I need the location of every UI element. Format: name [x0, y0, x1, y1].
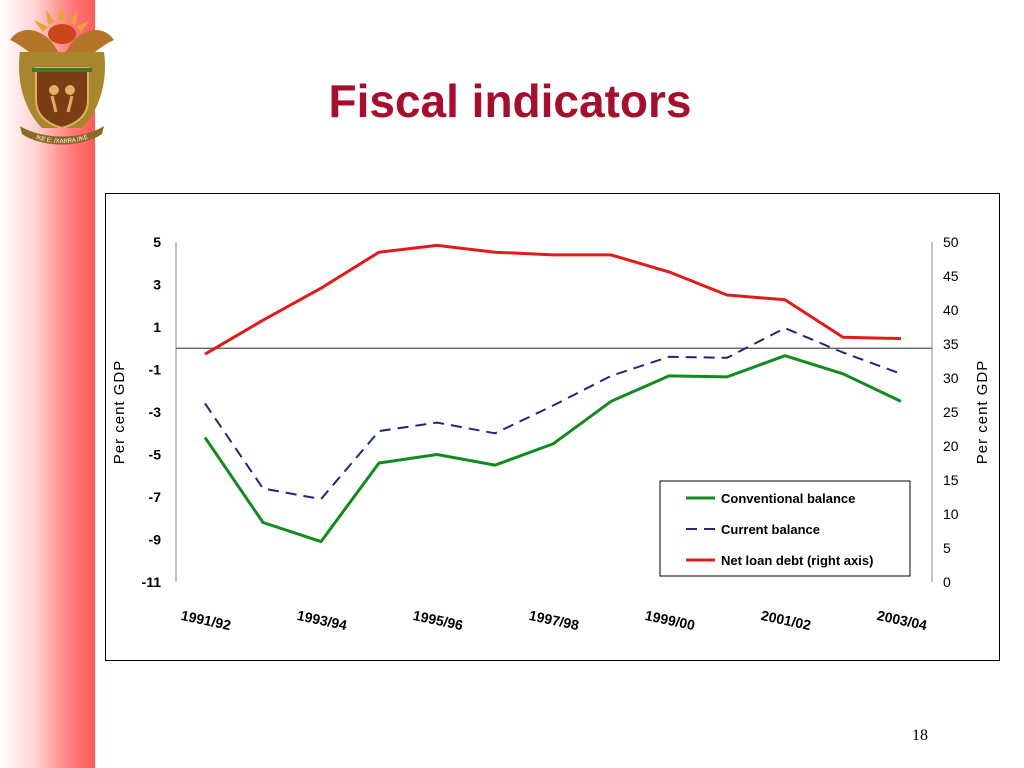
page-number: 18	[912, 727, 928, 744]
right-tick-label: 40	[943, 302, 959, 318]
right-tick-label: 0	[943, 574, 951, 590]
shield-icon	[35, 67, 89, 130]
sun-rays	[34, 6, 90, 32]
x-tick-label: 2001/02	[760, 607, 813, 633]
x-tick-label: 1991/92	[180, 607, 233, 633]
left-tick-label: -3	[149, 404, 162, 420]
right-tick-label: 15	[943, 472, 959, 488]
chart-frame: Per cent GDP Per cent GDP 5 3 1 -1 -3 -5 -7 -9 -…	[105, 193, 1000, 661]
series-line-conventional	[203, 354, 902, 544]
legend-label-conventional: Conventional balance	[721, 491, 855, 506]
left-tick-label: 5	[153, 234, 161, 250]
crest-motto: !KE E: /XARRA //KE	[35, 135, 89, 145]
right-tick-label: 30	[943, 370, 959, 386]
left-axis-label: Per cent GDP	[111, 360, 128, 465]
right-axis-label: Per cent GDP	[974, 360, 991, 465]
left-tick-label: -9	[149, 532, 162, 548]
series-line-debt	[204, 243, 902, 356]
left-tick-labels: 5 3 1 -1 -3 -5 -7 -9 -11	[142, 234, 162, 590]
left-tick-label: 1	[153, 319, 161, 335]
x-tick-labels: 1991/92 1993/94 1995/96 1997/98 1999/00 2001/…	[180, 607, 929, 633]
left-tick-label: -5	[149, 447, 162, 463]
series-lines	[203, 243, 902, 544]
legend-label-current: Current balance	[721, 522, 820, 537]
left-tick-label: -1	[149, 362, 162, 378]
slide-title: Fiscal indicators	[328, 75, 692, 127]
right-tick-label: 25	[943, 404, 959, 420]
left-tick-label: 3	[153, 277, 161, 293]
x-tick-label: 2003/04	[876, 607, 929, 633]
right-tick-label: 10	[943, 506, 959, 522]
chart-legend: Conventional balance Current balance Net…	[659, 480, 911, 577]
x-tick-label: 1993/94	[296, 607, 349, 633]
x-tick-label: 1999/00	[644, 607, 697, 633]
right-tick-label: 35	[943, 336, 959, 352]
right-tick-label: 5	[943, 540, 951, 556]
right-tick-label: 50	[943, 234, 959, 250]
fiscal-indicators-chart: Per cent GDP Per cent GDP 5 3 1 -1 -3 -5 -7 -9 -…	[111, 234, 991, 633]
series-line-current	[204, 327, 902, 501]
left-tick-label: -7	[149, 489, 162, 505]
coat-of-arms-logo: !KE E: /XARRA //KE	[10, 6, 114, 145]
x-tick-label: 1997/98	[528, 607, 581, 633]
left-tick-label: -11	[142, 574, 162, 590]
motto-ribbon	[20, 126, 104, 145]
right-tick-label: 20	[943, 438, 959, 454]
sun-icon	[48, 24, 76, 44]
legend-label-debt: Net loan debt (right axis)	[721, 553, 873, 568]
x-tick-label: 1995/96	[412, 607, 465, 633]
right-tick-label: 45	[943, 268, 959, 284]
